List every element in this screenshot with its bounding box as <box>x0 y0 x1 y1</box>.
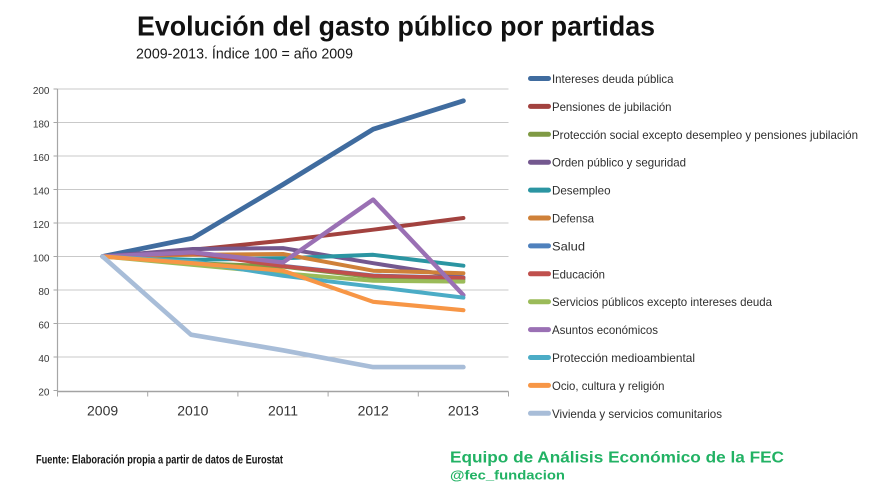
svg-text:180: 180 <box>33 119 50 130</box>
svg-text:Intereses deuda pública: Intereses deuda pública <box>552 72 674 86</box>
svg-text:2011: 2011 <box>268 403 298 419</box>
svg-text:Protección social excepto dese: Protección social excepto desempleo y pe… <box>552 128 858 142</box>
svg-text:2012: 2012 <box>358 403 389 419</box>
svg-text:Desempleo: Desempleo <box>552 184 611 198</box>
svg-text:160: 160 <box>33 153 50 164</box>
svg-text:60: 60 <box>38 320 50 331</box>
svg-text:Salud: Salud <box>552 239 585 253</box>
svg-text:2009: 2009 <box>87 403 118 419</box>
svg-text:80: 80 <box>38 287 50 298</box>
svg-text:2010: 2010 <box>177 403 208 419</box>
svg-text:100: 100 <box>33 253 50 264</box>
svg-text:Orden público y seguridad: Orden público y seguridad <box>552 156 686 170</box>
svg-text:2013: 2013 <box>448 403 479 419</box>
svg-text:2009-2013. Índice 100 = año 20: 2009-2013. Índice 100 = año 2009 <box>136 45 353 62</box>
svg-text:Pensiones de jubilación: Pensiones de jubilación <box>552 100 672 114</box>
svg-text:Servicios públicos excepto int: Servicios públicos excepto intereses deu… <box>552 295 772 309</box>
svg-text:200: 200 <box>33 86 50 97</box>
svg-text:Evolución del gasto público po: Evolución del gasto público por partidas <box>137 11 655 42</box>
svg-text:@fec_fundacion: @fec_fundacion <box>450 469 565 483</box>
svg-text:20: 20 <box>38 387 50 398</box>
svg-text:Ocio, cultura y religión: Ocio, cultura y religión <box>552 379 665 393</box>
svg-text:120: 120 <box>33 220 50 231</box>
svg-text:Defensa: Defensa <box>552 212 594 226</box>
svg-text:Protección medioambiental: Protección medioambiental <box>552 351 695 365</box>
svg-text:Vivienda y servicios comunitar: Vivienda y servicios comunitarios <box>552 407 722 421</box>
svg-text:Equipo de Análisis Económico d: Equipo de Análisis Económico de la FEC <box>450 450 784 467</box>
svg-text:Asuntos económicos: Asuntos económicos <box>552 323 658 337</box>
svg-text:40: 40 <box>38 354 50 365</box>
svg-text:Educación: Educación <box>552 267 605 281</box>
svg-text:140: 140 <box>33 186 50 197</box>
svg-text:Fuente: Elaboración propia a p: Fuente: Elaboración propia a partir de d… <box>36 452 283 466</box>
